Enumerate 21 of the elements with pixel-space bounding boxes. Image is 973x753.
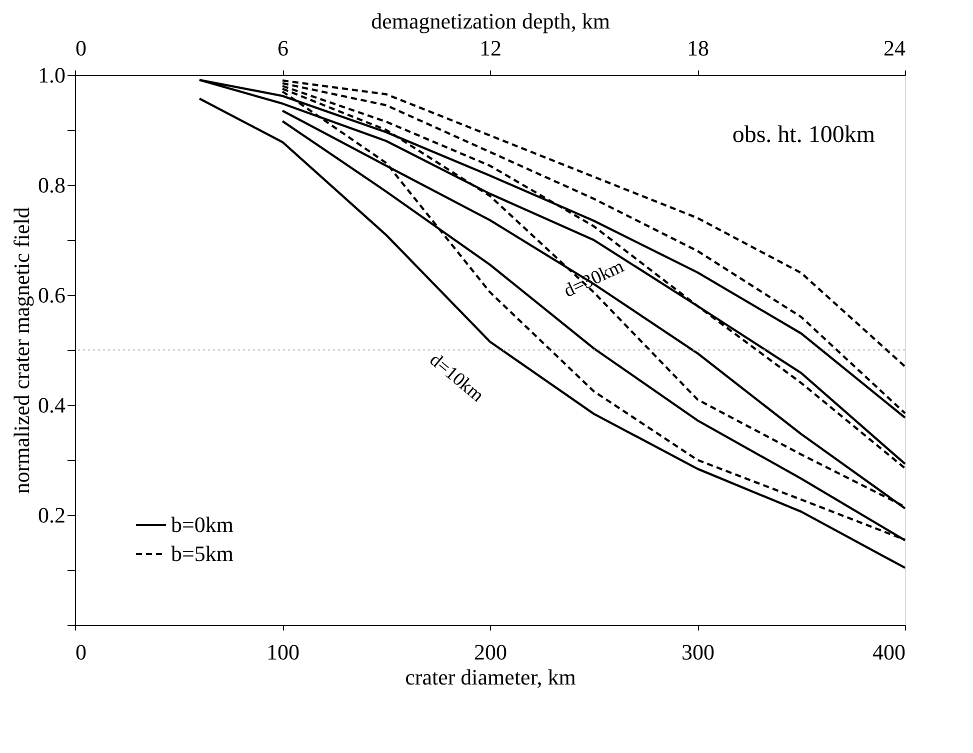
x2-tick-label: 18 xyxy=(687,36,709,60)
y-tick-label: 0.4 xyxy=(38,392,66,418)
x2-axis-title: demagnetization depth, km xyxy=(371,8,610,34)
x-tick-label: 400 xyxy=(872,640,906,664)
annotation: obs. ht. 100km xyxy=(732,122,876,148)
y-tick-label: 1.0 xyxy=(38,62,66,88)
y-axis-title: normalized crater magnetic field xyxy=(9,207,34,494)
y-tick-label: 0.8 xyxy=(38,172,66,198)
legend-label: b=5km xyxy=(171,541,234,566)
x-axis-title: crater diameter, km xyxy=(405,664,576,690)
y-tick-label: 0.2 xyxy=(38,502,66,528)
x2-tick-label: 6 xyxy=(278,36,288,60)
x2-tick-label: 0 xyxy=(76,36,86,60)
legend-label: b=0km xyxy=(171,512,234,537)
x2-tick-label: 24 xyxy=(884,36,906,60)
x2-tick-label: 12 xyxy=(480,36,502,60)
y-tick-label: 0.6 xyxy=(38,282,66,308)
x-tick-label: 300 xyxy=(682,640,714,664)
x-tick-label: 200 xyxy=(474,640,507,664)
x-tick-label: 0 xyxy=(76,640,86,664)
x-tick-label: 100 xyxy=(266,640,300,664)
